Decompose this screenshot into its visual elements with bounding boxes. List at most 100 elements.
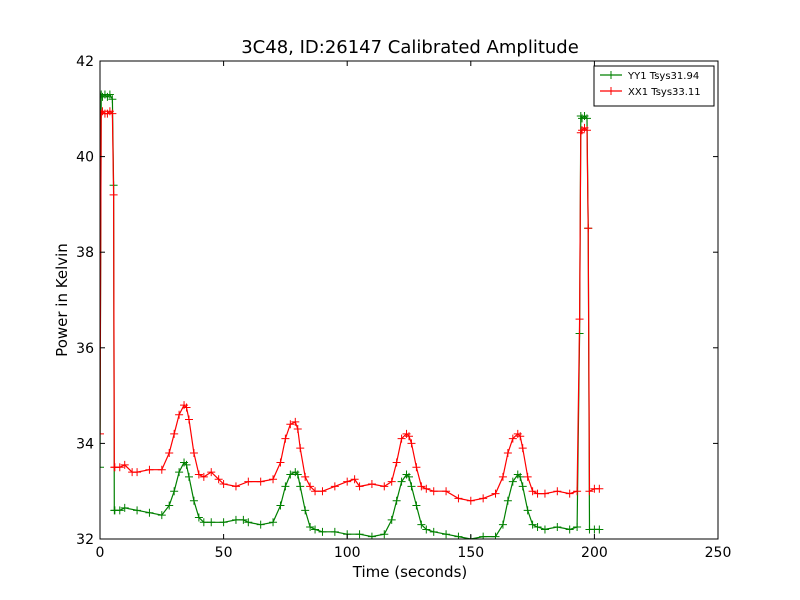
data-point	[276, 458, 285, 467]
legend-marker	[607, 87, 615, 95]
data-point	[508, 477, 517, 486]
data-point	[306, 482, 315, 491]
data-point	[120, 503, 129, 512]
data-point	[417, 482, 426, 491]
data-point	[175, 468, 184, 477]
x-tick-label: 150	[457, 545, 484, 561]
data-point	[194, 470, 203, 479]
data-point	[573, 523, 582, 532]
data-point	[108, 95, 117, 104]
data-point	[380, 482, 389, 491]
data-point	[429, 487, 438, 496]
y-tick-label: 40	[76, 150, 94, 166]
data-point	[145, 465, 154, 474]
data-point	[442, 530, 451, 539]
y-tick-label: 32	[76, 532, 94, 548]
axis-ticks: 0 50 100 150 200 250 32 34 36 38 40 42	[76, 54, 731, 561]
data-point	[182, 460, 191, 469]
y-axis-title: Power in Kelvin	[53, 243, 71, 357]
data-point	[491, 532, 500, 539]
data-point	[281, 482, 290, 491]
data-point	[184, 415, 193, 424]
data-point	[405, 432, 413, 441]
data-point	[442, 487, 451, 496]
data-point	[595, 525, 604, 534]
x-tick-label: 200	[581, 545, 608, 561]
data-point	[466, 496, 475, 505]
data-point	[219, 518, 228, 527]
data-point	[553, 523, 562, 532]
data-point	[380, 530, 389, 539]
data-point	[417, 520, 426, 529]
data-point	[582, 114, 591, 123]
data-point	[565, 525, 574, 534]
data-point	[422, 484, 431, 493]
data-point	[231, 515, 240, 524]
data-point	[516, 472, 525, 481]
data-point	[479, 532, 488, 539]
data-point	[115, 506, 124, 515]
data-point	[491, 489, 500, 498]
data-point	[184, 472, 193, 481]
data-point	[528, 487, 537, 496]
data-point	[518, 482, 527, 491]
data-point	[199, 472, 208, 481]
data-point	[296, 482, 305, 491]
data-point	[330, 527, 339, 536]
legend: YY1 Tsys31.94 XX1 Tsys33.11	[593, 65, 715, 107]
data-point	[256, 477, 265, 486]
data-point	[355, 530, 364, 539]
data-point	[244, 518, 253, 527]
data-point	[170, 429, 179, 438]
data-point	[231, 482, 240, 491]
data-point	[392, 458, 401, 467]
data-point	[429, 527, 438, 536]
data-point	[165, 501, 174, 510]
data-point	[182, 403, 191, 412]
data-point	[498, 520, 507, 529]
data-point	[540, 489, 549, 498]
data-point	[573, 487, 582, 496]
data-point	[286, 470, 295, 479]
data-point	[239, 515, 248, 524]
data-point	[367, 532, 376, 539]
data-point	[157, 511, 166, 520]
legend-label: XX1 Tsys33.11	[628, 87, 701, 98]
data-point	[133, 506, 142, 515]
data-point	[595, 484, 604, 493]
legend-marker	[607, 71, 615, 79]
data-point	[397, 434, 406, 443]
data-point	[503, 496, 512, 505]
data-point	[256, 520, 265, 529]
data-point	[318, 527, 327, 536]
data-point	[293, 470, 302, 479]
x-tick-label: 250	[705, 545, 732, 561]
data-point	[503, 448, 512, 457]
data-point	[355, 482, 364, 491]
x-axis-title: Time (seconds)	[352, 563, 468, 581]
data-point	[301, 472, 310, 481]
data-point	[533, 523, 542, 532]
data-point	[286, 420, 295, 429]
data-point	[533, 489, 542, 498]
data-point	[582, 126, 591, 135]
legend-box	[593, 65, 715, 107]
data-point	[269, 475, 278, 484]
y-tick-label: 34	[76, 436, 94, 452]
chart-title: 3C48, ID:26147 Calibrated Amplitude	[241, 37, 579, 58]
data-point	[207, 468, 216, 477]
data-point	[407, 482, 416, 491]
data-point	[244, 477, 253, 486]
data-point	[387, 477, 396, 486]
data-point	[397, 477, 406, 486]
data-point	[105, 90, 114, 99]
data-point	[523, 472, 532, 481]
data-point	[367, 480, 376, 489]
data-point	[311, 525, 320, 534]
data-point	[350, 475, 359, 484]
data-point	[189, 496, 198, 505]
data-point	[565, 489, 574, 498]
data-point	[199, 518, 208, 527]
data-point	[281, 434, 290, 443]
